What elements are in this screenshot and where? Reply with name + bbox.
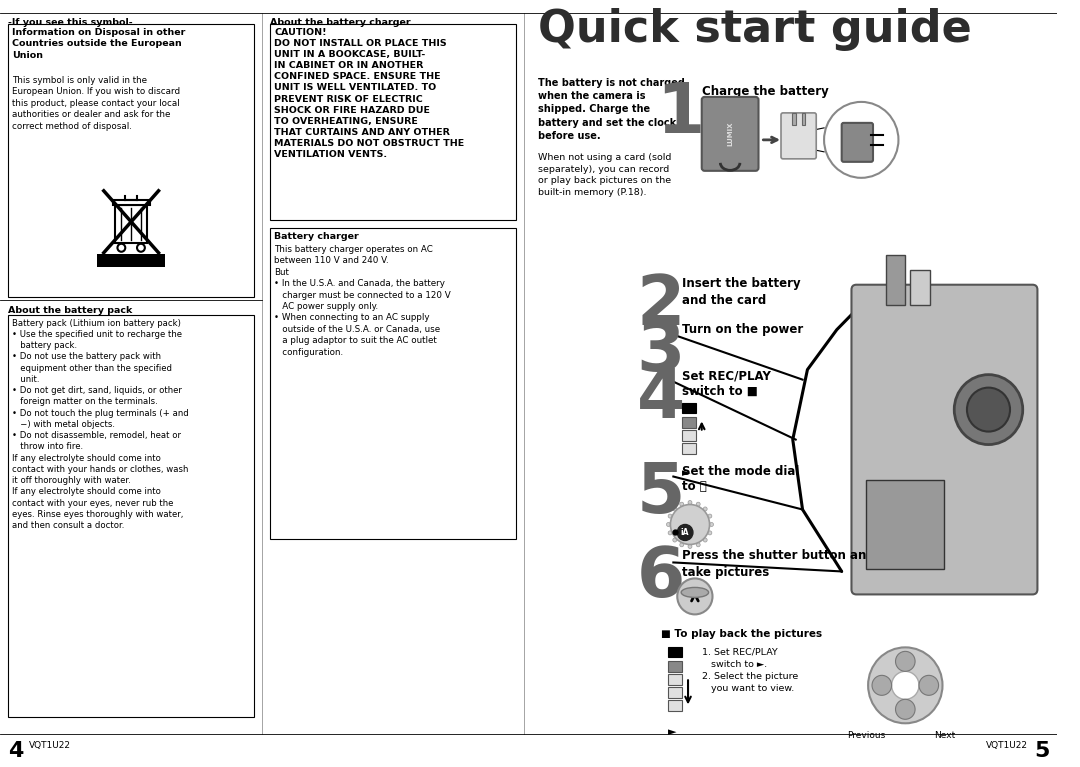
Circle shape xyxy=(677,578,713,614)
Text: When not using a card (sold
separately), you can record
or play back pictures on: When not using a card (sold separately),… xyxy=(538,153,672,197)
Text: Quick start guide: Quick start guide xyxy=(538,8,972,51)
Text: This symbol is only valid in the
European Union. If you wish to discard
this pro: This symbol is only valid in the Europea… xyxy=(12,76,180,130)
Circle shape xyxy=(955,374,1023,445)
Ellipse shape xyxy=(681,588,708,597)
Circle shape xyxy=(868,647,943,723)
Circle shape xyxy=(673,507,677,511)
FancyBboxPatch shape xyxy=(841,123,873,162)
Circle shape xyxy=(710,522,714,526)
Circle shape xyxy=(679,502,684,506)
Bar xyxy=(669,647,683,657)
Bar xyxy=(669,674,683,686)
Text: Battery pack (Lithium ion battery pack)
• Use the specified unit to recharge the: Battery pack (Lithium ion battery pack) … xyxy=(12,318,189,530)
Text: Press the shutter button and
take pictures: Press the shutter button and take pictur… xyxy=(683,549,875,579)
Text: -If you see this symbol-: -If you see this symbol- xyxy=(8,18,133,27)
Circle shape xyxy=(137,244,145,252)
Bar xyxy=(112,200,150,205)
Bar xyxy=(886,255,905,304)
Text: 5: 5 xyxy=(636,459,685,527)
Bar xyxy=(669,661,683,673)
Text: 1: 1 xyxy=(656,80,704,147)
Text: switch to ■: switch to ■ xyxy=(683,384,758,397)
Circle shape xyxy=(895,700,915,719)
Text: iA: iA xyxy=(680,528,689,537)
Bar xyxy=(683,443,696,453)
Text: 4: 4 xyxy=(636,364,685,432)
Circle shape xyxy=(707,514,712,518)
Bar xyxy=(683,403,696,413)
Bar xyxy=(97,254,165,267)
Text: Set the mode dial: Set the mode dial xyxy=(683,465,799,478)
Text: ■ To play back the pictures: ■ To play back the pictures xyxy=(661,630,822,640)
Circle shape xyxy=(697,543,700,547)
Text: About the battery pack: About the battery pack xyxy=(8,306,132,314)
Circle shape xyxy=(666,522,671,526)
Text: Set REC/PLAY: Set REC/PLAY xyxy=(683,370,771,383)
Circle shape xyxy=(919,675,939,696)
Circle shape xyxy=(671,505,710,545)
Text: About the battery charger: About the battery charger xyxy=(270,18,410,27)
FancyBboxPatch shape xyxy=(781,113,816,159)
Circle shape xyxy=(688,501,692,505)
Bar xyxy=(669,700,683,711)
FancyBboxPatch shape xyxy=(702,97,758,171)
Text: 1. Set REC/PLAY
   switch to ►.
2. Select the picture
   you want to view.: 1. Set REC/PLAY switch to ►. 2. Select t… xyxy=(702,647,798,693)
Bar xyxy=(683,416,696,427)
Text: 6: 6 xyxy=(636,545,685,611)
Text: LUMIX: LUMIX xyxy=(727,122,733,146)
Circle shape xyxy=(892,671,919,700)
Text: CAUTION!
DO NOT INSTALL OR PLACE THIS
UNIT IN A BOOKCASE, BUILT-
IN CABINET OR I: CAUTION! DO NOT INSTALL OR PLACE THIS UN… xyxy=(274,28,464,159)
Text: Turn on the power: Turn on the power xyxy=(683,323,804,336)
Bar xyxy=(866,479,944,569)
Text: Next: Next xyxy=(934,731,955,740)
Text: ►: ► xyxy=(669,727,677,737)
Circle shape xyxy=(703,538,707,542)
Circle shape xyxy=(679,543,684,547)
Bar xyxy=(792,113,796,125)
Text: VQT1U22: VQT1U22 xyxy=(986,741,1028,750)
Text: Charge the battery: Charge the battery xyxy=(702,85,828,98)
Bar xyxy=(116,205,147,243)
Circle shape xyxy=(824,102,899,178)
Circle shape xyxy=(118,244,125,252)
Text: to Ⓘ: to Ⓘ xyxy=(683,479,707,492)
Circle shape xyxy=(895,651,915,671)
Text: 2: 2 xyxy=(636,272,685,339)
Text: Previous: Previous xyxy=(847,731,886,740)
Text: This battery charger operates on AC
between 110 V and 240 V.
But
• In the U.S.A.: This battery charger operates on AC betw… xyxy=(274,245,450,357)
Text: The battery is not charged
when the camera is
shipped. Charge the
battery and se: The battery is not charged when the came… xyxy=(538,78,685,140)
Text: 3: 3 xyxy=(636,318,685,385)
Circle shape xyxy=(967,387,1010,432)
Text: Insert the battery
and the card: Insert the battery and the card xyxy=(683,277,800,307)
Bar xyxy=(801,113,806,125)
Bar xyxy=(8,314,255,717)
Circle shape xyxy=(872,675,892,696)
Text: Battery charger: Battery charger xyxy=(274,232,359,241)
Circle shape xyxy=(697,502,700,506)
Circle shape xyxy=(707,531,712,535)
Bar xyxy=(910,270,930,304)
Text: Information on Disposal in other
Countries outside the European
Union: Information on Disposal in other Countri… xyxy=(12,28,185,60)
FancyBboxPatch shape xyxy=(851,285,1038,594)
Bar xyxy=(669,687,683,698)
Circle shape xyxy=(673,538,677,542)
Text: 5: 5 xyxy=(1034,741,1049,762)
Circle shape xyxy=(703,507,707,511)
Circle shape xyxy=(669,514,672,518)
Circle shape xyxy=(669,531,672,535)
Bar xyxy=(8,24,255,297)
Circle shape xyxy=(677,525,693,541)
Text: ►: ► xyxy=(683,469,690,479)
Bar xyxy=(683,430,696,440)
Text: VQT1U22: VQT1U22 xyxy=(29,741,71,750)
Bar xyxy=(270,24,516,220)
Text: 4: 4 xyxy=(8,741,23,762)
Circle shape xyxy=(688,545,692,548)
Bar xyxy=(270,228,516,539)
